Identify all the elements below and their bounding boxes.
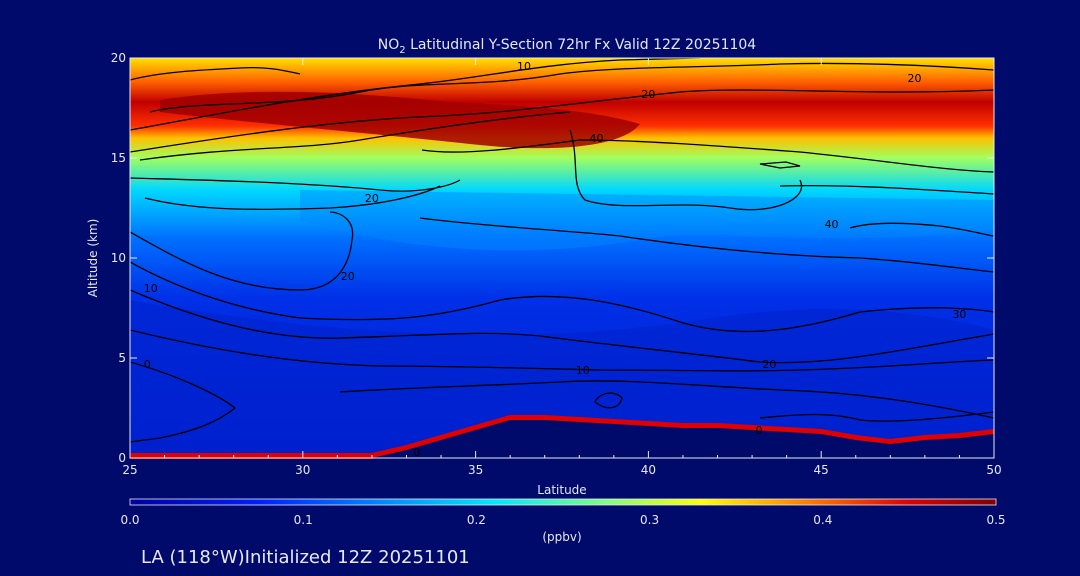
- contour-label: 10: [576, 364, 590, 377]
- contour-line: [594, 392, 623, 409]
- x-tick-label: 40: [641, 463, 656, 477]
- y-tick-label: 10: [111, 251, 126, 265]
- contour-line: [130, 329, 994, 372]
- y-tick-label: 20: [111, 51, 126, 65]
- contour-label: 0: [755, 424, 762, 437]
- x-tick-label: 35: [468, 463, 483, 477]
- contour-labels: 10 20 20 40 20 40 20 10 30 20 10 0 0 0: [144, 60, 967, 459]
- contour-line: [569, 129, 803, 211]
- contour-line: [139, 111, 571, 161]
- contour-label: 30: [952, 308, 966, 321]
- upper-max-core: [160, 91, 640, 149]
- contour-line: [130, 89, 994, 153]
- terrain-mask: [130, 420, 994, 458]
- contour-line: [779, 184, 994, 195]
- footer-text: LA (118°W)Initialized 12Z 20251101: [141, 547, 470, 568]
- y-axis-label: Altitude (km): [86, 219, 100, 298]
- contour-label: 0: [144, 358, 151, 371]
- contour-label: 20: [341, 270, 355, 283]
- contour-label: 20: [762, 358, 776, 371]
- colorbar-tick-label: 0.4: [813, 513, 832, 527]
- contour-line: [130, 66, 301, 81]
- y-axis: 0 5 10 15 20: [111, 51, 994, 465]
- y-tick-label: 15: [111, 151, 126, 165]
- contour-line: [130, 177, 461, 192]
- low-troposphere: [130, 300, 994, 458]
- contour-line: [130, 261, 994, 333]
- y-tick-label: 5: [118, 351, 126, 365]
- y-tick-label: 0: [118, 451, 126, 465]
- colorbar: [129, 498, 997, 506]
- contour-lines: [130, 58, 994, 443]
- x-tick-label: 25: [122, 463, 137, 477]
- contour-line: [339, 380, 994, 419]
- contour-label: 20: [365, 192, 379, 205]
- x-tick-label: 45: [814, 463, 829, 477]
- contour-line: [149, 62, 994, 113]
- x-axis: 25 30 35 40 45 50: [122, 58, 1002, 477]
- contour-label: 10: [144, 282, 158, 295]
- contour-line: [130, 58, 701, 131]
- contour-line: [144, 185, 441, 211]
- x-tick-label: 30: [295, 463, 310, 477]
- contour-label: 40: [825, 218, 839, 231]
- colorbar-label: (ppbv): [542, 530, 581, 544]
- contour-label: 10: [517, 60, 531, 73]
- contour-line: [419, 217, 994, 273]
- x-tick-label: 50: [986, 463, 1001, 477]
- contour-label: 20: [908, 72, 922, 85]
- x-axis-label: Latitude: [537, 483, 586, 497]
- contour-label: 40: [590, 132, 604, 145]
- colorbar-tick-label: 0.0: [120, 513, 139, 527]
- contour-line: [849, 222, 994, 237]
- colorbar-ticks: 0.0 0.1 0.2 0.3 0.4 0.5: [120, 513, 1005, 527]
- colorbar-tick-label: 0.2: [467, 513, 486, 527]
- contour-line: [759, 161, 801, 169]
- contour-line: [130, 211, 354, 291]
- colorbar-tick-label: 0.1: [294, 513, 313, 527]
- terrain-edge: [130, 415, 995, 459]
- contour-line: [759, 411, 994, 422]
- contour-label: 0: [413, 446, 420, 459]
- mid-layer: [300, 190, 994, 251]
- chart-title: NO2 Latitudinal Y-Section 72hr Fx Valid …: [378, 37, 756, 56]
- contour-label: 20: [641, 88, 655, 101]
- contour-line: [130, 289, 994, 364]
- contour-line: [421, 139, 994, 173]
- contour-line: [130, 361, 237, 443]
- colorbar-tick-label: 0.3: [640, 513, 659, 527]
- colorbar-tick-label: 0.5: [986, 513, 1005, 527]
